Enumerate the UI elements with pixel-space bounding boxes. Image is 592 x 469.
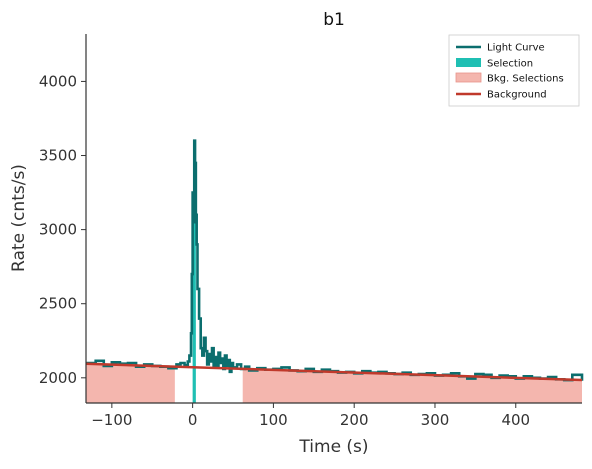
x-tick-label: 300 [421,411,450,429]
bkg-selection-region-0 [86,363,175,403]
legend-light-curve-label: Light Curve [487,43,545,54]
x-axis-label: Time (s) [298,437,368,457]
ticks-layer: −100 0 100 200 300 400 2000 2500 3000 3500 4000 [39,72,530,429]
y-tick-label: 3500 [39,147,77,165]
y-tick-label: 3000 [39,221,77,239]
x-tick-label: 0 [188,411,198,429]
x-tick-label: 100 [259,411,288,429]
y-tick-label: 4000 [39,72,77,90]
x-tick-label: 400 [501,411,530,429]
y-tick-label: 2500 [39,295,77,313]
legend-selection-swatch [456,58,481,67]
light-curve-line [86,139,584,382]
y-axis-label: Rate (cnts/s) [9,164,29,272]
legend-background-label: Background [487,90,547,101]
legend-bkg-selections-swatch [455,72,482,83]
background-layer [85,362,583,382]
chart-title: b1 [323,10,345,30]
light-curve-layer [86,139,584,382]
legend-bkg-selections-label: Bkg. Selections [487,74,564,85]
x-tick-label: 200 [340,411,369,429]
axes-layer [85,34,582,404]
y-tick-label: 2000 [39,369,77,387]
legend-selection-label: Selection [487,59,533,70]
background-line [85,362,583,382]
bkg-selection-layer [86,363,582,403]
legend: Light Curve Selection Bkg. Selections Ba… [448,34,580,107]
x-tick-label: −100 [91,411,132,429]
